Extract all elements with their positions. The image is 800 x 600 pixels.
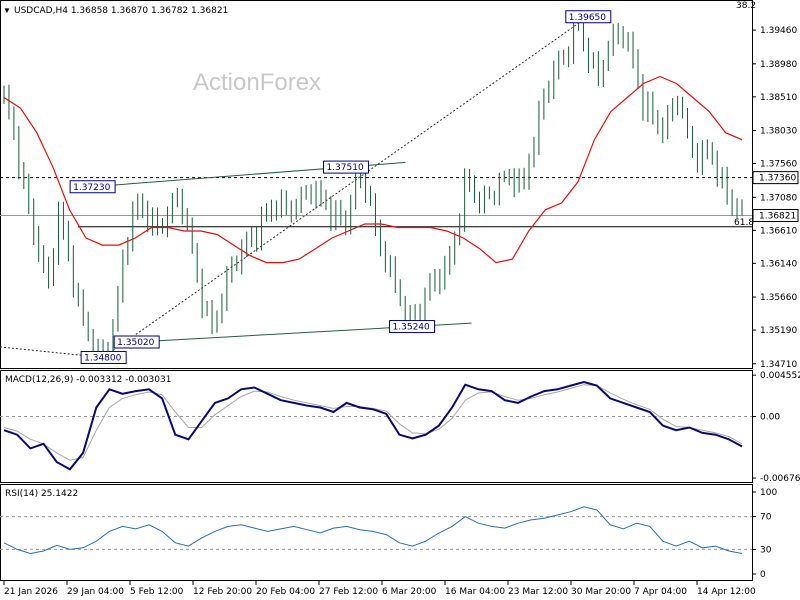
- time-tick-label: 27 Feb 12:00: [319, 587, 378, 597]
- annotation-box: [80, 350, 127, 364]
- price-tick-label: 1.37080: [760, 193, 797, 203]
- price-tick-label: 1.35190: [760, 326, 797, 336]
- watermark: ActionForex: [193, 69, 321, 96]
- annotation-label: 1.37230: [73, 183, 110, 193]
- time-tick-label: 14 Apr 12:00: [697, 587, 756, 597]
- price-level-box: [752, 208, 799, 222]
- macd-signal-line: [3, 384, 743, 461]
- rsi-tick-label: 70: [760, 513, 772, 523]
- annotation-label: 1.37510: [326, 163, 363, 173]
- annotation-label: 1.35020: [117, 338, 154, 348]
- dotted-trend-line: [102, 16, 589, 358]
- macd-tick-label: -0.006764: [760, 474, 800, 484]
- time-tick-label: 20 Feb 04:00: [256, 587, 315, 597]
- price-levels: 1.37360 1.36821 61.8 38.2: [0, 1, 799, 228]
- price-panel: [0, 0, 753, 369]
- rsi-header: RSI(14) 25.1422: [5, 489, 78, 499]
- annotation-box: [69, 180, 116, 194]
- rsi-axis: 100 70 30 0: [0, 488, 777, 580]
- annotation-box: [389, 320, 436, 334]
- price-tick-label: 1.38030: [760, 127, 797, 137]
- macd-main-line: [3, 380, 743, 471]
- candles: [3, 14, 743, 361]
- price-annotations: 1.34800 1.37230 1.35020 1.37510 1.35240 1.396…: [69, 10, 612, 364]
- time-tick-label: 6 Mar 20:00: [382, 587, 437, 597]
- moving-average-line: [3, 75, 743, 264]
- price-tick-label: 1.36140: [760, 259, 797, 269]
- time-tick-label: 7 Apr 04:00: [634, 587, 687, 597]
- price-header: USDCAD,H4 1.36858 1.36870 1.36782 1.3682…: [14, 6, 228, 16]
- time-tick-label: 30 Mar 20:00: [571, 587, 631, 597]
- annotation-label: 1.39650: [569, 13, 606, 23]
- price-level-label: 1.37360: [759, 174, 796, 184]
- time-tick-label: 23 Mar 12:00: [508, 587, 568, 597]
- rsi-tick-label: 30: [760, 545, 772, 555]
- fib-label-61-8: 61.8: [734, 218, 754, 228]
- annotation-box: [113, 335, 160, 349]
- price-tick-label: 1.38980: [760, 60, 797, 70]
- price-level-box: [752, 171, 799, 185]
- rsi-tick-label: 100: [760, 488, 777, 498]
- time-tick-label: 21 Jan 2026: [4, 587, 58, 597]
- price-axis: 1.39460 1.38980 1.38510 1.38030 1.37560 1.370…: [752, 26, 797, 370]
- rsi-tick-label: 0: [760, 570, 766, 580]
- time-tick-label: 16 Mar 04:00: [445, 587, 505, 597]
- annotation-box: [565, 10, 612, 24]
- time-tick-label: 29 Jan 04:00: [67, 587, 124, 597]
- rsi-line: [3, 506, 743, 555]
- price-tick-label: 1.37560: [760, 160, 797, 170]
- annotation-label: 1.34800: [84, 353, 121, 363]
- annotation-box: [322, 160, 369, 174]
- time-tick-label: 12 Feb 20:00: [193, 587, 252, 597]
- price-tick-label: 1.35660: [760, 293, 797, 303]
- time-axis: 21 Jan 2026 29 Jan 04:00 5 Feb 12:00 12 Feb…: [3, 581, 756, 597]
- price-tick-label: 1.34710: [760, 360, 797, 370]
- annotation-label: 1.35240: [393, 323, 430, 333]
- macd-tick-label: 0.004552: [760, 371, 800, 381]
- macd-header: MACD(12,26,9) -0.003312 -0.003031: [5, 375, 171, 385]
- dotted-lead-line: [0, 346, 104, 358]
- macd-tick-label: 0.00: [760, 413, 780, 423]
- price-level-label: 1.36821: [759, 211, 796, 221]
- price-tick-label: 1.38510: [760, 93, 797, 103]
- macd-panel: [0, 370, 753, 483]
- macd-axis: 0.004552 0.00 -0.006764: [0, 371, 800, 484]
- price-tick-label: 1.39460: [760, 26, 797, 36]
- fib-label-38-2: 38.2: [736, 1, 756, 11]
- time-tick-label: 5 Feb 12:00: [130, 587, 184, 597]
- price-tick-label: 1.36610: [760, 226, 797, 236]
- rsi-panel: [0, 484, 753, 581]
- chart-menu-icon[interactable]: ▼: [3, 6, 11, 15]
